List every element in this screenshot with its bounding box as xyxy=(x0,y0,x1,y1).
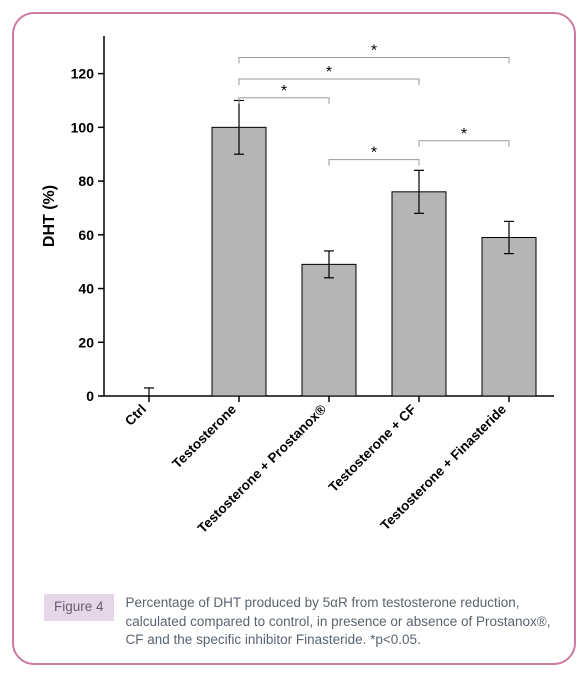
svg-text:*: * xyxy=(461,126,467,143)
svg-text:Testosterone + CF: Testosterone + CF xyxy=(326,402,419,495)
figure-border: 0 20 40 60 80 100 120 DHT (%) Ctrl Testosterone Te… xyxy=(12,12,576,665)
svg-text:60: 60 xyxy=(78,227,94,243)
figure-tag: Figure 4 xyxy=(44,594,114,620)
chart-area: 0 20 40 60 80 100 120 DHT (%) Ctrl Testosterone Te… xyxy=(26,26,566,556)
svg-text:*: * xyxy=(371,145,377,162)
svg-text:Ctrl: Ctrl xyxy=(122,402,149,429)
svg-text:*: * xyxy=(371,42,377,59)
svg-text:80: 80 xyxy=(78,173,94,189)
caption-row: Figure 4 Percentage of DHT produced by 5… xyxy=(44,594,562,649)
figure-frame: 0 20 40 60 80 100 120 DHT (%) Ctrl Testosterone Te… xyxy=(0,0,588,677)
svg-text:0: 0 xyxy=(86,388,94,404)
svg-text:120: 120 xyxy=(71,66,95,82)
svg-text:Testosterone: Testosterone xyxy=(169,401,239,471)
svg-text:DHT (%): DHT (%) xyxy=(41,185,58,247)
bar-chart: 0 20 40 60 80 100 120 DHT (%) Ctrl Testosterone Te… xyxy=(26,26,566,556)
caption-text: Percentage of DHT produced by 5αR from t… xyxy=(126,594,562,649)
svg-text:100: 100 xyxy=(71,119,95,135)
svg-text:40: 40 xyxy=(78,281,94,297)
svg-text:20: 20 xyxy=(78,334,94,350)
svg-text:*: * xyxy=(326,64,332,81)
svg-text:*: * xyxy=(281,83,287,100)
